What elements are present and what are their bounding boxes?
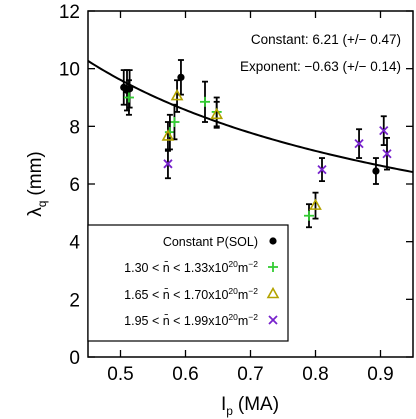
data-point bbox=[169, 117, 180, 128]
data-point bbox=[382, 149, 392, 159]
fit-curve bbox=[87, 60, 414, 174]
data-point bbox=[379, 126, 389, 136]
y-axis-title: λq(mm) bbox=[25, 151, 49, 217]
marker-triangle bbox=[161, 129, 175, 141]
legend-label-density-2: 1.65 < n̄ < 1.70x1020m−2 bbox=[124, 286, 258, 302]
marker-triangle bbox=[309, 198, 322, 210]
legend-marker-0 bbox=[269, 237, 277, 245]
y-tick-label: 6 bbox=[69, 175, 80, 196]
marker-x-b bbox=[163, 159, 173, 169]
legend-box bbox=[87, 224, 289, 342]
data-point bbox=[177, 73, 185, 81]
legend-marker-1 bbox=[268, 262, 278, 272]
marker-x-b bbox=[382, 149, 392, 159]
x-tick-label: 0.5 bbox=[107, 364, 133, 385]
fit-constant-annotation: Constant: 6.21 (+/− 0.47) bbox=[251, 32, 401, 47]
legend-marker-2 bbox=[266, 286, 280, 299]
error-bar bbox=[174, 79, 181, 113]
data-point bbox=[317, 164, 327, 175]
data-point bbox=[372, 167, 380, 175]
error-bar bbox=[312, 191, 319, 220]
error-bar bbox=[213, 100, 220, 129]
marker-x-b bbox=[268, 315, 278, 325]
y-tick-label: 8 bbox=[69, 117, 80, 138]
legend-label-density-3: 1.95 < n̄ < 1.99x1020m−2 bbox=[124, 312, 258, 328]
marker-circle bbox=[372, 167, 380, 175]
data-point bbox=[123, 92, 134, 103]
marker-x-b bbox=[379, 126, 389, 136]
marker-triangle bbox=[170, 88, 184, 101]
x-tick-label: 0.8 bbox=[302, 364, 328, 385]
data-point bbox=[161, 129, 175, 141]
x-tick-label: 0.9 bbox=[367, 364, 393, 385]
legend-marker-3 bbox=[268, 315, 278, 325]
y-tick-label: 10 bbox=[59, 60, 80, 81]
data-points-layer bbox=[120, 59, 392, 229]
data-point bbox=[304, 210, 314, 221]
marker-circle bbox=[269, 237, 277, 245]
y-tick-label: 12 bbox=[59, 2, 80, 23]
fit-layer bbox=[87, 60, 414, 174]
legend-label-density-1: 1.30 < n̄ < 1.33x1020m−2 bbox=[124, 259, 258, 275]
legend-label-constant-psol: Constant P(SOL) bbox=[163, 235, 258, 249]
legend: Constant P(SOL) 1.30 < n̄ < 1.33x1020m−2… bbox=[87, 224, 289, 342]
marker-triangle bbox=[210, 107, 224, 120]
x-tick-label: 0.7 bbox=[237, 364, 263, 385]
series-1 bbox=[123, 79, 314, 229]
y-tick-label: 2 bbox=[69, 290, 80, 311]
fit-exponent-annotation: Exponent: −0.63 (+/− 0.14) bbox=[240, 59, 401, 74]
data-point bbox=[163, 159, 173, 169]
marker-x-b bbox=[317, 164, 327, 175]
data-point bbox=[354, 138, 364, 149]
data-point bbox=[200, 96, 210, 107]
marker-x-b bbox=[354, 138, 364, 149]
x-tick-label: 0.6 bbox=[172, 364, 198, 385]
series-3 bbox=[163, 115, 392, 183]
y-tick-label: 0 bbox=[69, 348, 80, 369]
ticks-layer: 0.5 0.6 0.7 0.8 0.9 0 2 4 6 8 10 12 bbox=[59, 2, 413, 385]
x-axis-title: Ip (MA) bbox=[221, 394, 279, 418]
data-point bbox=[210, 107, 224, 120]
data-point bbox=[309, 198, 322, 210]
y-tick-label: 4 bbox=[69, 233, 80, 254]
data-point bbox=[170, 88, 184, 101]
series-2 bbox=[161, 79, 322, 220]
marker-triangle bbox=[266, 286, 280, 299]
marker-circle bbox=[177, 73, 185, 81]
legend-markers bbox=[266, 237, 280, 325]
series-0 bbox=[120, 59, 380, 185]
